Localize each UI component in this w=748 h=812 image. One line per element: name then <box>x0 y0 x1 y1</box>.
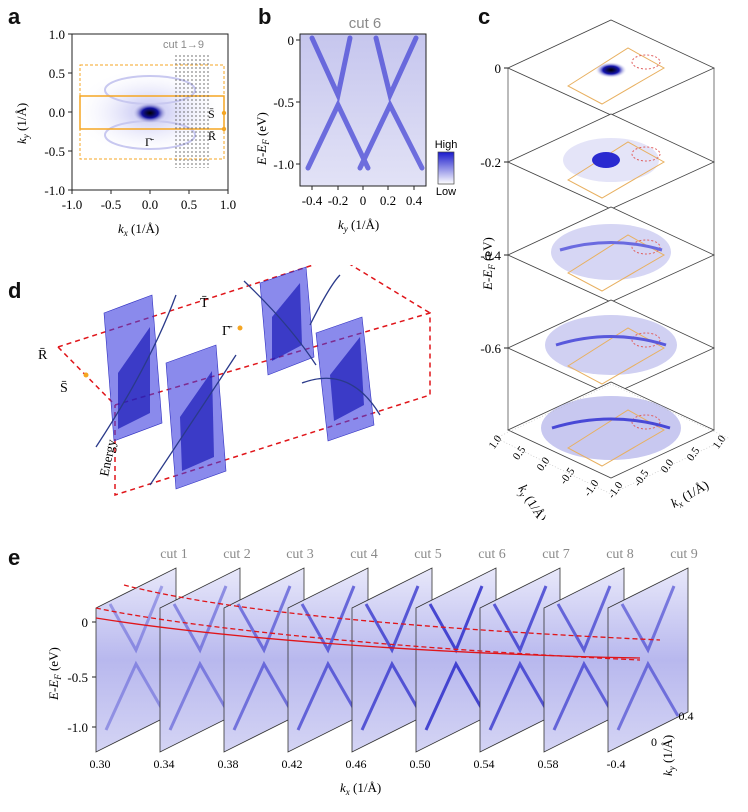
panel-a-ytick: -0.5 <box>44 144 65 159</box>
panel-c-kx-label: kx (1/Å) <box>668 477 712 512</box>
panel-e-slab <box>159 567 241 753</box>
panel-c-kx-tick: 1.0 <box>711 433 729 452</box>
panel-a-xtick: 0.5 <box>181 197 197 212</box>
panel-e-kx-tick: 0.46 <box>346 757 367 771</box>
panel-a-r-label: R̄ <box>208 129 216 143</box>
panel-b-xtick: 0.2 <box>380 193 396 208</box>
panel-e-cut-label: cut 6 <box>478 547 506 562</box>
panel-b-title: cut 6 <box>349 15 382 32</box>
panel-a-xtick: -1.0 <box>62 197 83 212</box>
panel-e-ylabel: E-EF (eV) <box>46 647 63 701</box>
panel-e-ky-label: ky (1/Å) <box>660 735 677 776</box>
panel-a-ylabel: ky (1/Å) <box>14 103 31 144</box>
panel-letter-e: e <box>8 545 21 570</box>
colorbar <box>437 151 455 185</box>
panel-a-ytick: 0.5 <box>49 66 65 81</box>
panel-c-ylabel: E-EF (eV) <box>480 237 497 291</box>
panel-c-ky-tick: 0.0 <box>535 455 553 474</box>
panel-b-xtick: -0.2 <box>328 193 349 208</box>
panel-c-energy-tick: 0 <box>495 61 502 76</box>
panel-e-cut-label: cut 7 <box>542 547 570 562</box>
panel-b-ylabel: E-EF (eV) <box>254 112 271 166</box>
panel-c-ky-label: ky (1/Å) <box>514 482 550 520</box>
panel-a-ytick: 0.0 <box>49 105 65 120</box>
panel-e-kx-tick: 0.30 <box>90 757 111 771</box>
panel-e-ytick: -1.0 <box>67 720 88 735</box>
panel-letter-d: d <box>8 278 22 303</box>
panel-e-slab <box>415 567 497 753</box>
panel-e-kx-tick: 0.38 <box>218 757 239 771</box>
panel-c-kx-tick: -1.0 <box>606 479 626 501</box>
panel-e-cut-label: cut 3 <box>286 547 314 562</box>
panel-c-kx-tick: -0.5 <box>632 467 652 489</box>
panel-b-xtick: 0 <box>360 193 367 208</box>
panel-a-xtick: -0.5 <box>101 197 122 212</box>
panel-e-cut-label: cut 4 <box>350 547 378 562</box>
panel-e-cut-series: 0 -0.5 -1.0 E-EF (eV) cut 1 cut 2 cut 3 … <box>46 547 698 797</box>
panel-b-xlabel: ky (1/Å) <box>338 217 379 234</box>
panel-a-xtick: 0.0 <box>142 197 158 212</box>
panel-e-kx-tick: 0.50 <box>410 757 431 771</box>
panel-d-t-label: T̄ <box>200 295 209 311</box>
panel-e-ky-tick: 0.4 <box>679 709 694 723</box>
panel-e-ytick: 0 <box>82 615 89 630</box>
panel-c-plane-2 <box>507 206 715 303</box>
panel-c-ky-tick: -1.0 <box>582 477 602 499</box>
panel-c-ky-tick: 0.5 <box>511 444 529 463</box>
panel-c-plane-4 <box>507 381 715 479</box>
panel-d-schematic: T̄ Γ̄ R̄ S̄ Energy <box>38 265 431 497</box>
panel-e-kx-tick: 0.58 <box>538 757 559 771</box>
panel-d-gamma-label: Γ̄ <box>222 324 233 339</box>
panel-d-r-label: R̄ <box>38 347 48 363</box>
panel-letter-a: a <box>8 4 21 29</box>
panel-e-slab <box>607 567 689 753</box>
panel-d-s-label: S̄ <box>60 380 68 396</box>
panel-a-ytick: -1.0 <box>44 183 65 198</box>
panel-a-fermi-map: cut 1→9 Γ̄ S̄ R̄ -1.0 -0.5 0.0 0.5 1.0 1… <box>14 27 236 238</box>
panel-a-xlabel: kx (1/Å) <box>118 221 159 238</box>
panel-c-ky-tick: 1.0 <box>487 433 505 452</box>
panel-a-ytick: 1.0 <box>49 27 65 42</box>
panel-e-cut-label: cut 9 <box>670 547 698 562</box>
panel-b-xtick: 0.4 <box>406 193 423 208</box>
panel-b-ytick: -0.5 <box>273 95 294 110</box>
panel-c-kx-tick: 0.5 <box>685 445 703 464</box>
panel-c-energy-tick: -0.6 <box>480 341 501 356</box>
panel-e-cut-label: cut 8 <box>606 547 634 562</box>
panel-e-ky-tick: -0.4 <box>607 757 626 771</box>
panel-e-slab <box>223 567 305 753</box>
panel-e-ky-tick: 0 <box>651 735 657 749</box>
panel-c-plane-0 <box>507 19 715 116</box>
panel-e-kx-tick: 0.34 <box>154 757 175 771</box>
panel-a-cut-label: cut 1→9 <box>163 39 204 51</box>
panel-e-slab <box>543 567 625 753</box>
panel-e-cut-label: cut 5 <box>414 547 442 562</box>
panel-e-cut-label: cut 1 <box>160 547 188 562</box>
panel-e-ytick: -0.5 <box>67 670 88 685</box>
panel-e-cut-label: cut 2 <box>223 547 251 562</box>
panel-b-cut6-spectrum: cut 6 -0.4 -0.2 0 0.2 0.4 0 -0.5 -1.0 ky… <box>254 15 458 234</box>
colorbar-low-label: Low <box>436 186 456 198</box>
panel-c-kx-tick: 0.0 <box>659 457 677 476</box>
panel-c-plane-3 <box>507 299 715 396</box>
panel-a-cut-lines <box>175 55 209 168</box>
panel-b-xtick: -0.4 <box>302 193 323 208</box>
panel-b-ytick: 0 <box>288 33 295 48</box>
panel-e-slabs <box>95 567 689 753</box>
panel-e-kx-tick: 0.42 <box>282 757 303 771</box>
panel-letter-b: b <box>258 4 272 29</box>
panel-a-xtick: 1.0 <box>220 197 236 212</box>
panel-b-ytick: -1.0 <box>273 157 294 172</box>
panel-a-gamma-label: Γ̄ <box>145 135 154 149</box>
panel-c-energy-tick: -0.2 <box>480 155 501 170</box>
panel-c-energy-tick: -0.4 <box>480 248 501 263</box>
panel-c-ky-tick: -0.5 <box>558 465 578 487</box>
panel-letter-c: c <box>478 4 491 29</box>
panel-a-s-label: S̄ <box>208 107 215 121</box>
panel-c-plane-1 <box>507 113 715 210</box>
panel-e-kx-tick: 0.54 <box>474 757 495 771</box>
colorbar-high-label: High <box>435 139 458 151</box>
panel-e-xlabel: kx (1/Å) <box>340 780 381 797</box>
panel-c-constant-energy-stack: 0 -0.2 -0.4 -0.6 E-EF (eV) 1.0 0.5 0.0 -… <box>480 19 729 520</box>
